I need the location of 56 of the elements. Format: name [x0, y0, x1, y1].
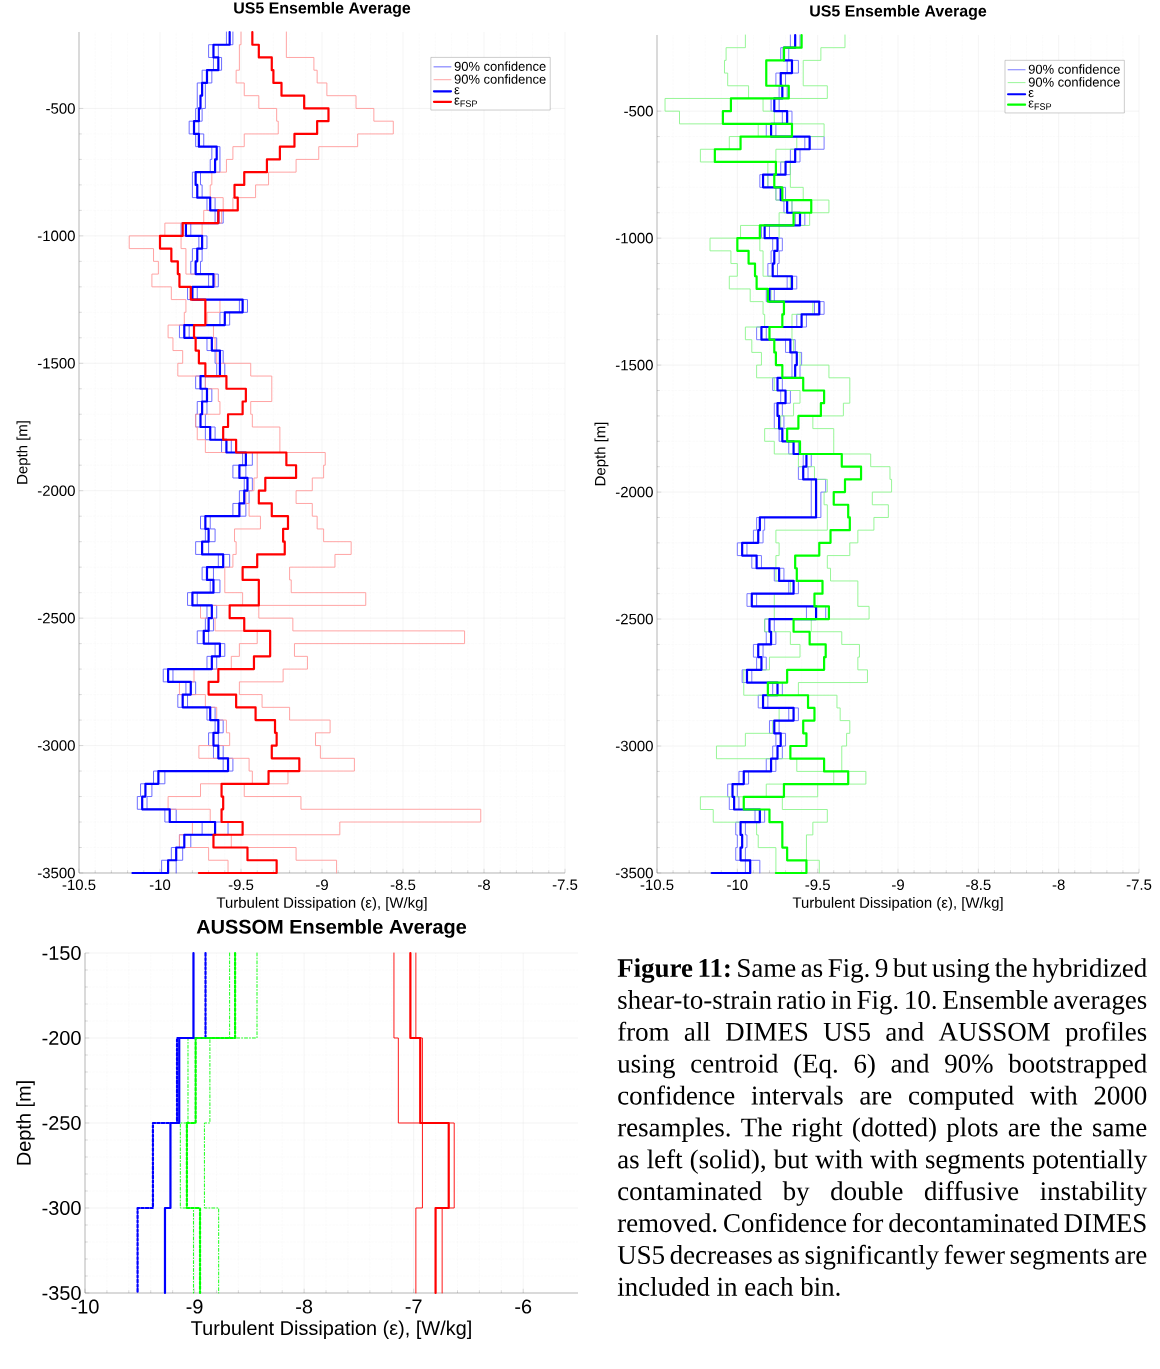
x-tick-label: -8.5: [966, 879, 991, 891]
x-tick-label: -7.5: [552, 879, 578, 890]
x-tick-label: -10: [71, 1299, 99, 1314]
y-tick-label: -250: [42, 1115, 81, 1131]
legend-label: ε: [454, 87, 460, 95]
x-axis-title: Turbulent Dissipation (ε), [W/kg]: [191, 1320, 471, 1340]
x-tick-label: -8: [1052, 879, 1065, 891]
y-tick-label: -1500: [37, 358, 75, 369]
y-tick-label: -3000: [615, 740, 653, 752]
x-tick-label: -9.5: [805, 879, 830, 891]
y-tick-label: -300: [42, 1200, 81, 1216]
y-tick-label: -2000: [37, 485, 75, 496]
y-tick-label: -3000: [37, 740, 75, 751]
legend-label: 90% confidence: [454, 61, 546, 71]
chart-title: AUSSOM Ensemble Average: [196, 919, 467, 938]
legend-label: 90% confidence: [1028, 77, 1120, 87]
y-tick-label: -2000: [615, 486, 653, 498]
y-tick-label: -2500: [37, 612, 75, 624]
x-tick-label: -10.5: [62, 879, 96, 891]
y-tick-label: -500: [46, 103, 75, 114]
x-tick-label: -6: [515, 1299, 532, 1314]
legend-label: ε: [1028, 90, 1034, 98]
x-tick-label: -9: [186, 1299, 203, 1314]
x-tick-label: -10.5: [640, 879, 674, 891]
x-tick-label: -10: [149, 879, 171, 891]
x-axis-title: Turbulent Dissipation (ε), [W/kg]: [792, 896, 1003, 911]
y-tick-label: -2500: [615, 613, 653, 625]
y-tick-label: -1000: [37, 230, 75, 242]
y-axis-title: Depth [m]: [594, 422, 609, 486]
x-tick-label: -8: [478, 879, 490, 891]
x-tick-label: -9.5: [228, 879, 254, 891]
x-tick-label: -7: [405, 1299, 422, 1314]
y-tick-label: -200: [42, 1030, 81, 1046]
x-tick-label: -9: [892, 879, 904, 891]
x-axis-title: Turbulent Dissipation (ε), [W/kg]: [216, 896, 427, 911]
legend-label: ε$_{FSP}$: [454, 97, 477, 107]
y-tick-label: -350: [42, 1285, 81, 1301]
x-tick-label: -9: [316, 879, 328, 891]
chart-title: US5 Ensemble Average: [810, 4, 987, 20]
x-tick-label: -8.5: [390, 879, 416, 891]
y-axis-title: Depth [m]: [16, 1081, 35, 1165]
y-tick-label: -1500: [615, 359, 653, 371]
x-tick-label: -10: [727, 879, 748, 891]
y-tick-label: -500: [624, 105, 653, 117]
y-tick-label: -1000: [615, 232, 653, 244]
legend-label: 90% confidence: [1028, 64, 1120, 74]
text: Figure 11: Same as Fig. 9 but using the hybridized shear-to-strain ratio in Fig. 10. Ensemble averages from all DIMES US5 and AUSSOM profiles using centroid (Eq. 6) and 90% bootstrapped confidence intervals are computed with 2000 resamples. The right (dotted) plots are the same as left (solid), but with with segments potentially contaminated by double diffusive instability removed. Confidence for decontaminated DIMES US5 decreases as significantly fewer segments are included in each bin.: [617, 958, 1148, 1297]
y-tick-label: -150: [42, 945, 81, 961]
legend-label: 90% confidence: [454, 74, 546, 84]
x-tick-label: -7.5: [1126, 879, 1152, 890]
y-tick-label: -3500: [615, 867, 653, 879]
chart-title: US5 Ensemble Average: [234, 1, 411, 17]
legend-label: ε$_{FSP}$: [1028, 100, 1052, 110]
y-tick-label: -3500: [37, 867, 75, 879]
x-tick-label: -8: [296, 1299, 313, 1314]
y-axis-title: Depth [m]: [16, 421, 31, 484]
